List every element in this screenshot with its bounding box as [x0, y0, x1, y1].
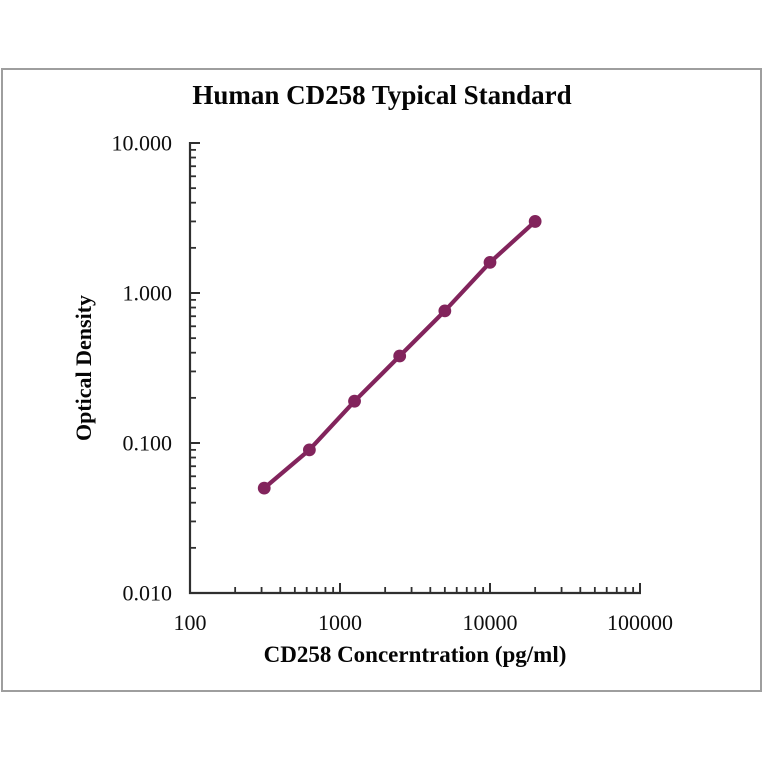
data-point-marker	[348, 394, 361, 408]
image-border-frame	[1, 68, 762, 692]
data-point-marker	[528, 215, 542, 228]
x-tick-label: 100	[174, 610, 207, 635]
y-tick-label: 0.100	[123, 431, 173, 456]
y-tick-label: 1.000	[123, 281, 173, 306]
x-tick-label: 1000	[318, 610, 362, 635]
x-axis-title: CD258 Concerntration (pg/ml)	[263, 642, 567, 667]
data-point-marker	[302, 443, 316, 457]
data-point-marker	[393, 349, 407, 363]
axes-spines	[188, 142, 641, 595]
x-tick-label: 100000	[607, 610, 673, 635]
chart-title: Human CD258 Typical Standard	[192, 80, 572, 110]
data-point-marker	[438, 304, 452, 318]
data-point-marker	[483, 255, 497, 269]
y-tick-label: 10.000	[112, 131, 173, 156]
x-tick-label: 10000	[463, 610, 518, 635]
y-tick-label: 0.010	[123, 581, 173, 606]
data-point-marker	[257, 481, 271, 495]
